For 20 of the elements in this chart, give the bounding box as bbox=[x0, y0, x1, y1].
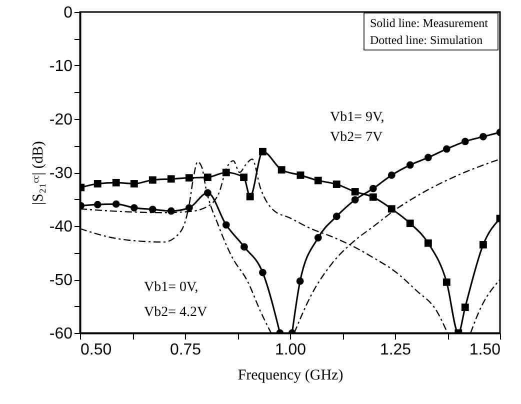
annotation: Dotted line: Simulation bbox=[370, 33, 483, 47]
x-tick-label: 1.00 bbox=[274, 342, 306, 358]
annotation: Vb2= 7V bbox=[330, 130, 383, 145]
annotation: Vb1= 0V, bbox=[144, 280, 198, 295]
x-tick-label: 0.75 bbox=[170, 342, 202, 358]
annotation: Vb2= 4.2V bbox=[144, 305, 208, 320]
x-tick-label: 1.25 bbox=[380, 342, 412, 358]
y-tick-label: -30 bbox=[49, 165, 73, 182]
x-axis-title: Frequency (GHz) bbox=[238, 368, 344, 384]
y-tick-label: 0 bbox=[64, 4, 73, 22]
y-tick-label: -50 bbox=[49, 272, 73, 289]
y-tick-label: -20 bbox=[49, 112, 73, 128]
y-tick-label: -60 bbox=[49, 326, 73, 342]
annotation: Solid line: Measurement bbox=[370, 16, 489, 30]
x-tick-label: 1.50 bbox=[469, 342, 501, 358]
annotation: Vb1= 9V, bbox=[330, 110, 384, 125]
y-tick-label: -40 bbox=[49, 218, 73, 236]
x-tick-label: 0.50 bbox=[80, 342, 112, 358]
y-tick-label: -10 bbox=[49, 58, 73, 75]
y-axis-title: |S₂₁ᶜᶜ| (dB) bbox=[30, 141, 46, 205]
